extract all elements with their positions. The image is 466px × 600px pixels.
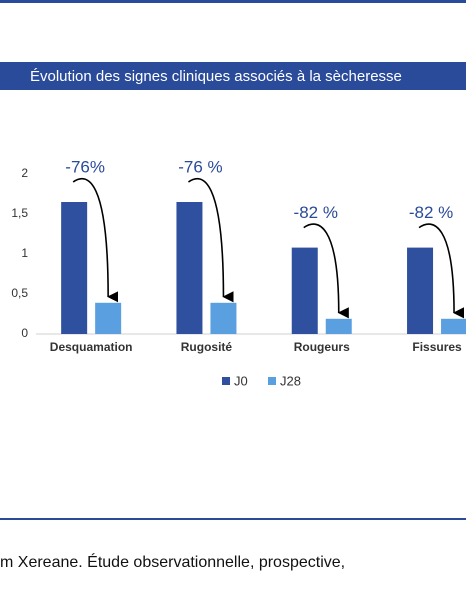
bar: [61, 202, 88, 334]
x-tick-label: Rugosité: [181, 340, 233, 354]
x-tick-label: Desquamation: [50, 340, 133, 354]
legend-label: J0: [234, 373, 248, 388]
reduction-arrow: [418, 223, 465, 319]
annotation: -82 %: [409, 203, 453, 222]
bottom-rule: [0, 518, 466, 520]
y-tick-label: 0,5: [11, 286, 28, 300]
legend-label: J28: [280, 373, 301, 388]
title-banner: [0, 62, 466, 90]
y-tick-label: 2: [21, 166, 28, 180]
annotation: -76%: [65, 157, 105, 176]
bar: [291, 247, 318, 334]
reduction-arrow: [72, 178, 119, 303]
footer-text: m Xereane. Étude observationnelle, prosp…: [0, 552, 345, 571]
annotation: -82 %: [294, 203, 338, 222]
bar: [325, 318, 352, 334]
bar: [176, 202, 203, 334]
y-tick-label: 1: [21, 246, 28, 260]
legend-swatch: [222, 377, 230, 385]
x-tick-label: Fissures: [412, 340, 462, 354]
x-tick-label: Rougeurs: [294, 340, 350, 354]
bar: [95, 302, 122, 334]
reduction-arrow: [303, 223, 349, 319]
top-rule: [0, 0, 466, 3]
annotation: -76 %: [178, 157, 222, 176]
reduction-arrow: [187, 178, 234, 303]
y-tick-label: 1,5: [11, 206, 28, 220]
chart-title: Évolution des signes cliniques associés …: [30, 68, 402, 85]
y-tick-label: 0: [21, 326, 28, 340]
bar: [441, 318, 466, 334]
bar: [210, 302, 237, 334]
bar: [407, 247, 434, 334]
legend-swatch: [268, 377, 276, 385]
